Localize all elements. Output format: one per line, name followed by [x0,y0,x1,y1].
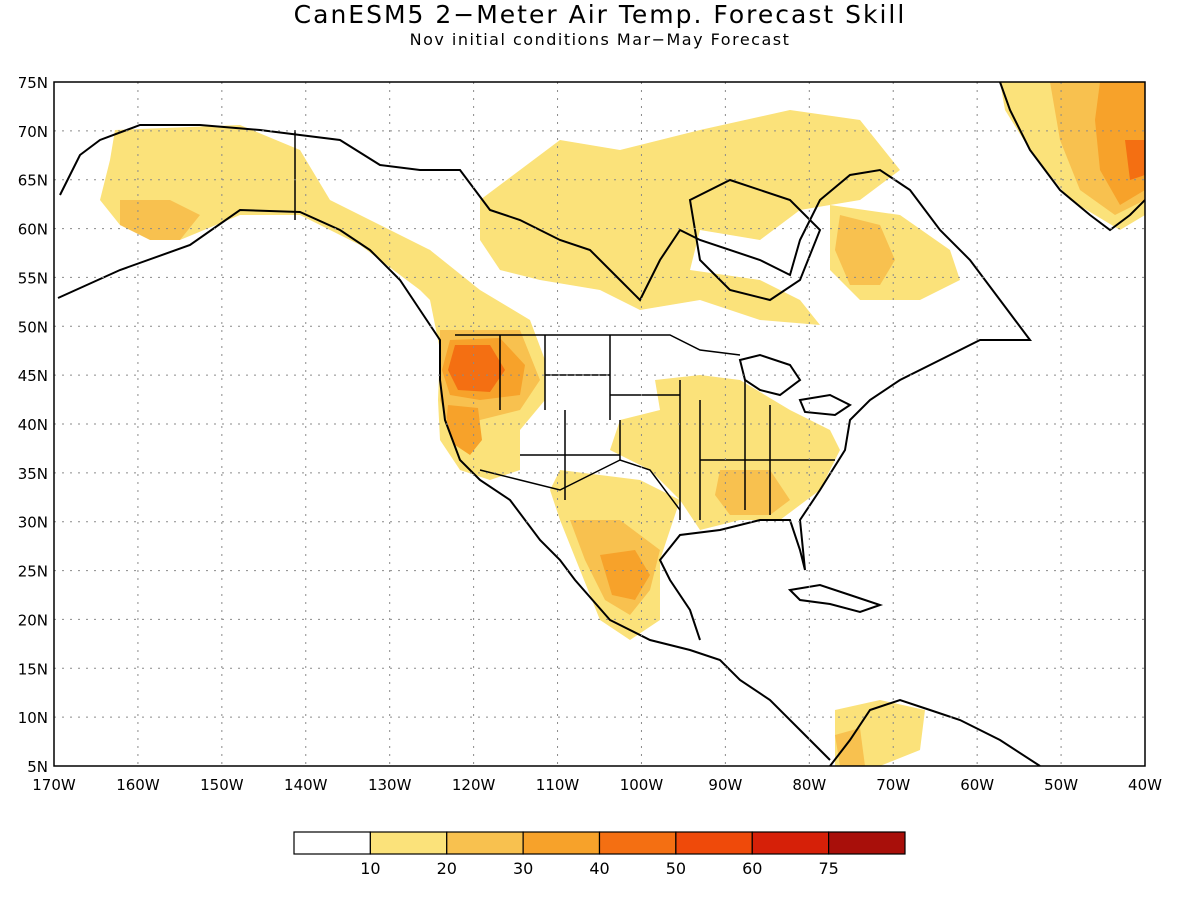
lat-tick-label: 70N [18,123,48,141]
lat-tick-label: 75N [18,74,48,92]
colorbar-label: 50 [666,859,686,878]
map-subtitle: Nov initial conditions Mar−May Forecast [409,30,791,49]
colorbar-swatch [751,831,830,855]
colorbar-swatch [828,831,906,855]
skill-region-alaska [100,125,470,290]
lat-tick-label: 35N [18,465,48,483]
lon-tick-label: 70W [876,776,910,794]
colorbar-swatch [446,831,524,855]
colorbar-swatch [522,831,601,855]
skill-region-pnw-core [448,345,505,392]
lon-tick-label: 110W [536,776,580,794]
skill-region-arctic [480,110,900,325]
lat-tick-label: 45N [18,367,48,385]
colorbar-label: 20 [437,859,457,878]
map-frame [53,81,1146,767]
lon-tick-label: 130W [368,776,412,794]
lat-tick-label: 60N [18,221,48,239]
skill-region-alaska-core [120,200,200,240]
lon-tick-label: 120W [452,776,496,794]
skill-region-mexico-core [600,550,650,600]
lon-tick-label: 90W [708,776,742,794]
lat-tick-label: 25N [18,563,48,581]
great-lakes [738,353,852,417]
lat-tick-label: 5N [27,758,48,776]
lat-tick-label: 30N [18,514,48,532]
colorbar-swatch [675,831,753,855]
hudson-bay [688,178,822,302]
colorbar-swatch [598,831,677,855]
political-boundaries [294,130,835,520]
longitude-axis: 170W 160W 150W 140W 130W 120W 110W 100W 90W 80W 70… [32,776,1162,794]
colorbar: 10 20 30 40 50 60 75 [293,831,906,878]
lon-tick-label: 170W [32,776,76,794]
lon-tick-label: 80W [792,776,826,794]
colorbar-label: 75 [818,859,838,878]
skill-region-labrador-core [835,215,895,285]
colorbar-label: 60 [742,859,762,878]
skill-region-greenland-max [1125,140,1145,180]
lat-tick-label: 65N [18,172,48,190]
colorbar-label: 40 [589,859,609,878]
colorbar-swatch [293,831,371,855]
latitude-axis: 75N 70N 65N 60N 55N 50N 45N 40N 35N 30N 25N 20N 15N 1… [18,74,48,776]
north-america-coastline [57,124,1032,761]
us-canada-border [455,334,741,356]
south-america-coastline [829,698,1041,766]
lon-tick-label: 60W [960,776,994,794]
lat-tick-label: 20N [18,611,48,629]
map-title: CanESM5 2−Meter Air Temp. Forecast Skill [293,0,907,29]
skill-region-california [446,405,482,455]
greenland-coastline [999,82,1145,232]
lon-tick-label: 150W [200,776,244,794]
state-lines [499,335,835,520]
skill-region-southeast [715,470,790,515]
colorbar-label: 30 [513,859,533,878]
coastlines [57,82,1145,766]
lat-tick-label: 15N [18,660,48,678]
graticule [54,82,1145,766]
cuba [787,583,884,614]
lat-tick-label: 40N [18,416,48,434]
lon-tick-label: 100W [620,776,664,794]
us-mexico-border [479,459,681,511]
lat-tick-label: 55N [18,269,48,287]
skill-region-colombia-core [835,728,865,766]
skill-shading [100,82,1145,766]
colorbar-swatch [369,831,448,855]
lon-tick-label: 50W [1044,776,1078,794]
lat-tick-label: 50N [18,318,48,336]
lon-tick-label: 140W [284,776,328,794]
lon-tick-label: 160W [116,776,160,794]
lon-tick-label: 40W [1128,776,1162,794]
colorbar-label: 10 [360,859,380,878]
lat-tick-label: 10N [18,709,48,727]
